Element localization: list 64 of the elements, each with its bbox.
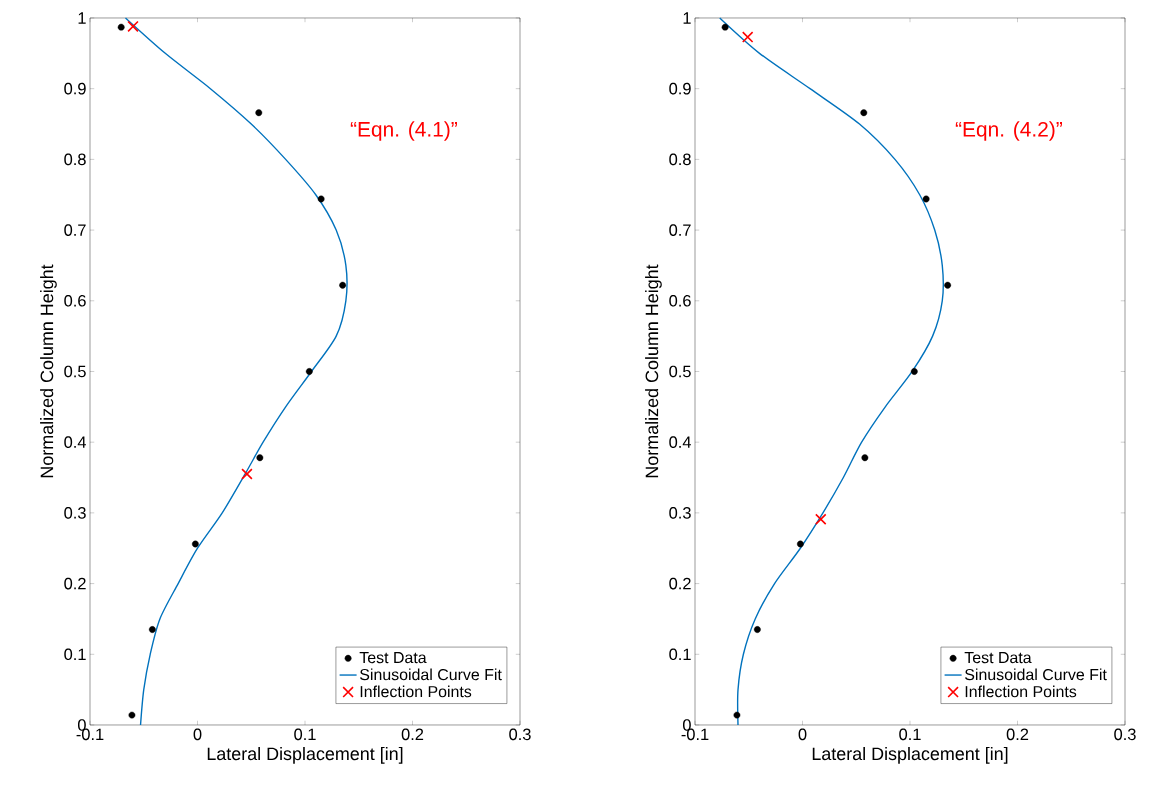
legend-label: Inflection Points [965,685,1077,698]
point [861,454,869,462]
y-tick-label: 0.8 [669,153,691,166]
legend-label: Test Data [359,652,427,664]
y-tick-label: 0.7 [64,224,86,236]
y-tick-label: 0.2 [669,577,691,590]
point [753,626,761,633]
y-tick-label: 1 [78,12,86,24]
y-tick-label: 0.2 [64,577,86,590]
point [721,23,729,31]
y-tick-label: 0.1 [669,648,691,661]
x-tick-label: 0.3 [1114,728,1136,741]
point [796,540,804,548]
y-tick-label: 0.3 [64,507,86,519]
y-tick-label: 0.7 [669,224,691,236]
annotation: “Eqn. (4.1)” [350,121,457,141]
point [305,368,313,375]
line-series [124,17,348,726]
point [741,31,754,43]
y-axis-title: Normalized Column Height [645,264,662,478]
point [860,109,868,117]
x-tick-label: 0 [193,728,202,741]
legend-label: Test Data [964,652,1032,664]
x-axis-title: Lateral Displacement [in] [207,746,403,764]
point [815,513,827,525]
y-tick-label: 0.1 [64,648,86,661]
x-tick-label: 0.1 [899,728,921,741]
x-tick-label: 0.2 [401,728,424,741]
annotation: “Eqn. (4.2)” [955,121,1062,141]
y-tick-label: 1 [683,12,691,24]
point [191,540,199,548]
legend-label: Sinusoidal Curve Fit [360,668,502,681]
y-tick-label: 0.6 [669,294,691,307]
y-tick-label: 0.4 [64,436,86,448]
point [127,20,139,33]
y-tick-label: 0.6 [64,294,86,307]
x-tick-label: 0.2 [1006,728,1029,741]
y-tick-label: 0.5 [669,365,691,378]
legend-label: Sinusoidal Curve Fit [965,668,1107,681]
point [944,281,952,289]
point [339,281,347,289]
point [922,195,930,203]
y-axis-title: Normalized Column Height [40,264,57,478]
point [910,368,918,375]
point [255,109,263,117]
y-tick-label: 0.9 [669,82,691,95]
legend-label: Inflection Points [360,685,472,698]
point [256,454,264,462]
point [241,468,253,480]
point [733,711,741,719]
point [317,195,325,203]
point [128,711,136,719]
x-tick-label: 0.3 [509,728,531,741]
y-tick-label: 0.3 [669,507,691,519]
y-tick-label: 0.5 [64,365,86,378]
point [117,23,125,31]
x-axis-title: Lateral Displacement [in] [812,746,1008,764]
y-tick-label: 0.9 [64,82,86,95]
line-series [719,17,944,726]
y-tick-label: 0.8 [64,153,86,166]
y-tick-label: 0.4 [669,436,692,448]
x-tick-label: 0.1 [294,728,316,741]
point [148,626,156,633]
x-tick-label: 0 [798,728,807,741]
